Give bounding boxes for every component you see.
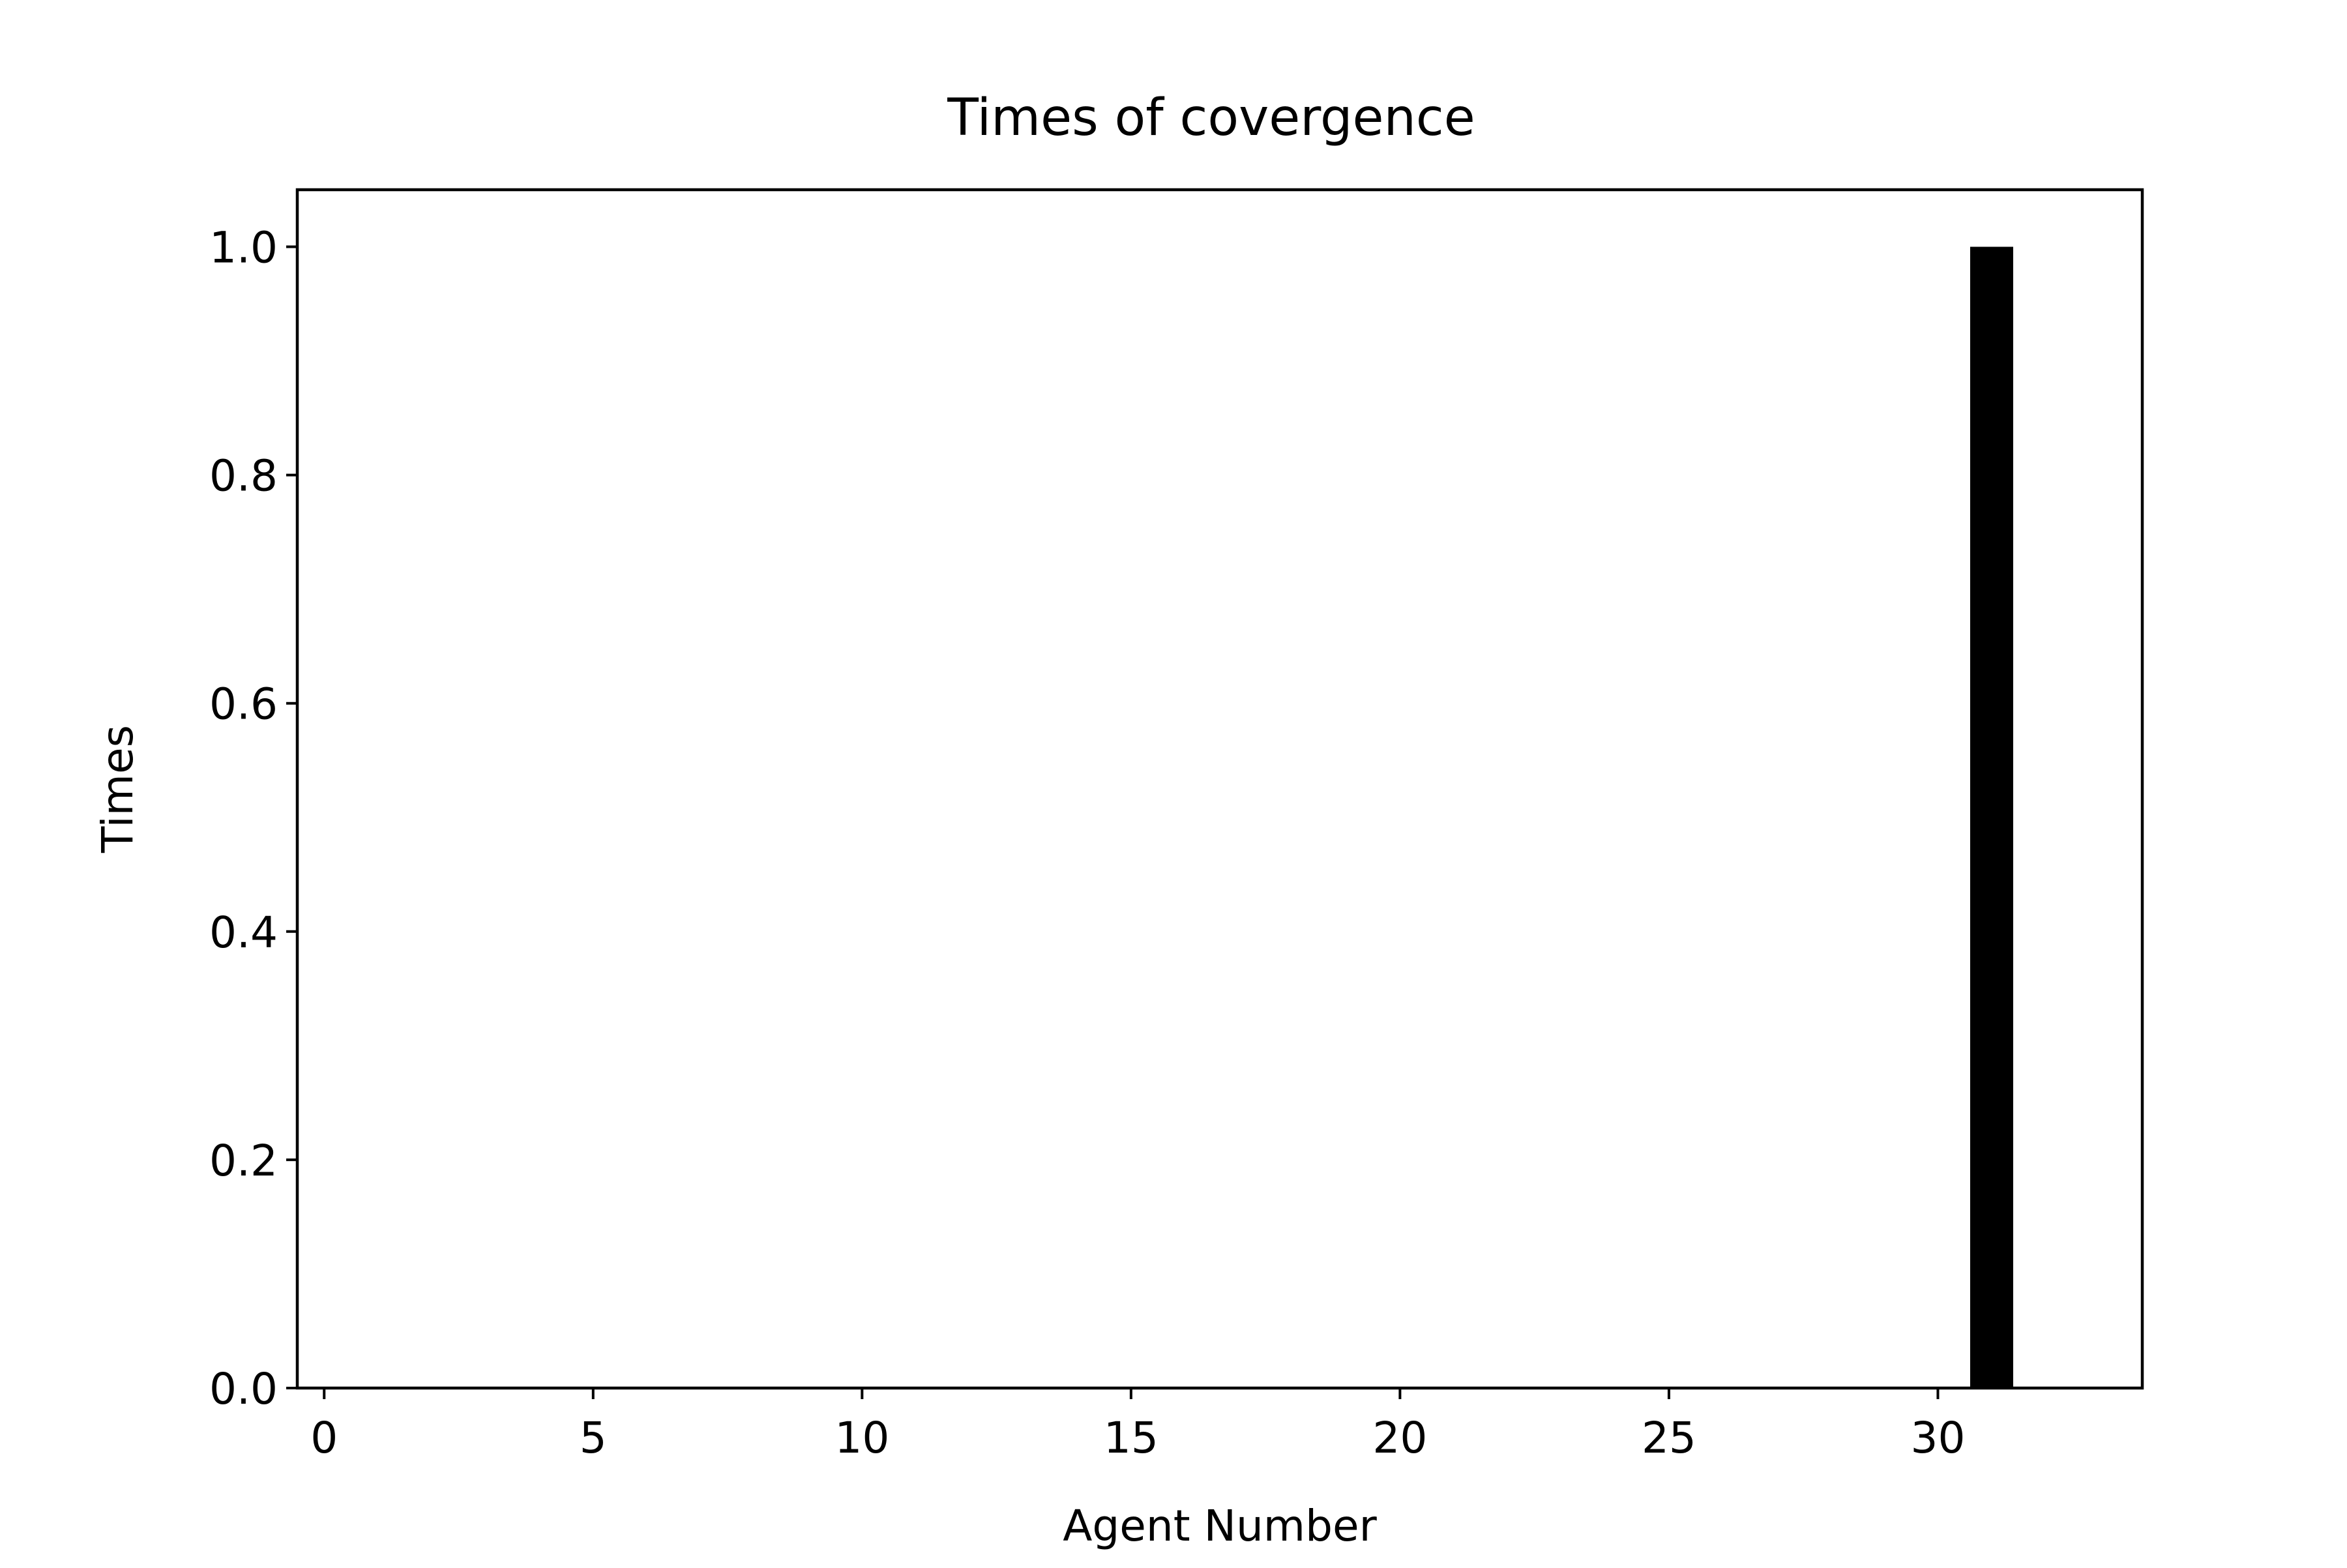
y-tick-label: 0.6 — [209, 679, 278, 730]
x-tick-label: 5 — [580, 1413, 607, 1463]
x-tick-label: 30 — [1910, 1413, 1965, 1463]
y-axis-label: Times — [93, 725, 143, 853]
y-tick-label: 0.0 — [209, 1364, 278, 1414]
y-tick-label: 1.0 — [209, 223, 278, 273]
bar-agent-31 — [1970, 246, 2013, 1388]
x-tick-label: 15 — [1104, 1413, 1159, 1463]
chart-title: Times of covergence — [947, 89, 1475, 147]
x-tick-label: 0 — [310, 1413, 338, 1463]
y-tick-label: 0.8 — [209, 451, 278, 501]
y-tick-label: 0.4 — [209, 908, 278, 958]
x-ticks: 0 5 10 15 20 25 30 — [310, 1388, 1965, 1463]
y-ticks: 0.0 0.2 0.4 0.6 0.8 1.0 — [209, 223, 297, 1414]
bars-layer — [1970, 246, 2013, 1388]
x-tick-label: 20 — [1372, 1413, 1427, 1463]
x-tick-label: 10 — [834, 1413, 889, 1463]
x-tick-label: 25 — [1642, 1413, 1696, 1463]
y-tick-label: 0.2 — [209, 1136, 278, 1186]
plot-frame — [295, 188, 2144, 1390]
x-axis-label: Agent Number — [1063, 1501, 1377, 1551]
